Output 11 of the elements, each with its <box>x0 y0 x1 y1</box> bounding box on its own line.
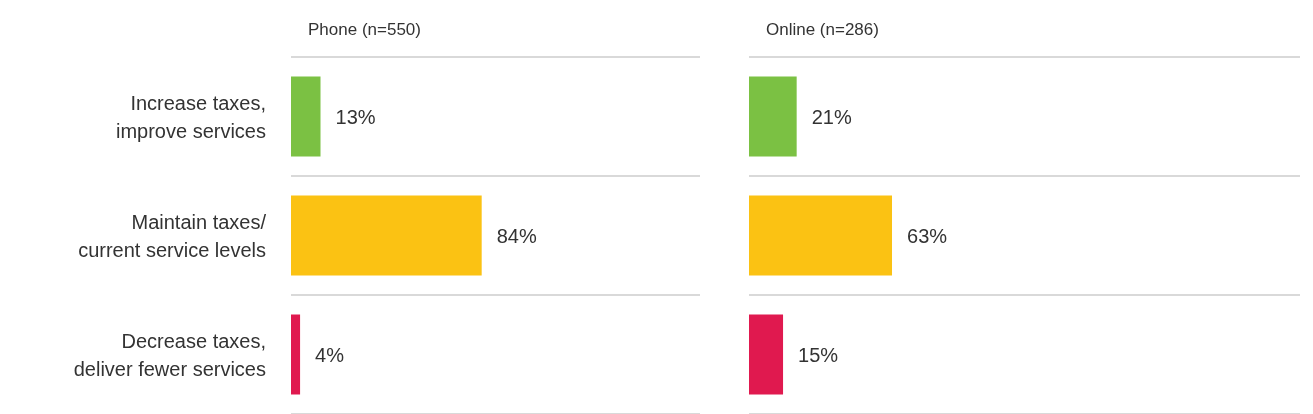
data-label: 21% <box>811 105 852 128</box>
data-label: 84% <box>496 224 537 247</box>
data-label: 15% <box>798 343 839 366</box>
chart-title: Online (n=286) <box>766 20 879 39</box>
y-tick-label: Increase taxes, improve services <box>115 91 266 142</box>
data-label: 4% <box>315 343 345 366</box>
data-label: 63% <box>907 224 948 247</box>
chart-title: Phone (n=550) <box>308 20 421 39</box>
data-label: 13% <box>335 105 376 128</box>
y-tick-label: Decrease taxes, deliver fewer services <box>73 329 266 380</box>
y-tick-label: Maintain taxes/ current service levels <box>78 210 267 261</box>
